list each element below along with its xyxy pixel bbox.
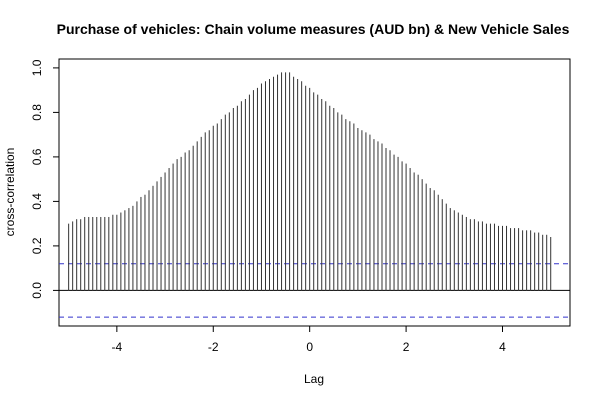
y-tick-label: 0.6: [30, 148, 44, 165]
x-tick-label: 4: [499, 340, 506, 354]
x-axis-label: Lag: [304, 372, 324, 386]
x-tick-label: -2: [208, 340, 219, 354]
y-axis-label: cross-correlation: [3, 148, 17, 237]
chart-title: Purchase of vehicles: Chain volume measu…: [57, 21, 570, 37]
y-tick-label: 0.4: [30, 193, 44, 210]
x-tick-label: -4: [112, 340, 123, 354]
plot-area-frame: [58, 58, 571, 327]
x-axis: -4 -2 0 2 4: [112, 325, 506, 354]
ccf-spikes: [68, 72, 552, 291]
x-tick-label: 0: [306, 340, 313, 354]
x-tick-label: 2: [403, 340, 410, 354]
y-tick-label: 1.0: [30, 59, 44, 76]
y-tick-label: 0.8: [30, 104, 44, 121]
y-tick-label: 0.0: [30, 282, 44, 299]
y-tick-label: 0.2: [30, 237, 44, 254]
y-axis: 0.0 0.2 0.4 0.6 0.8 1.0: [30, 59, 60, 299]
